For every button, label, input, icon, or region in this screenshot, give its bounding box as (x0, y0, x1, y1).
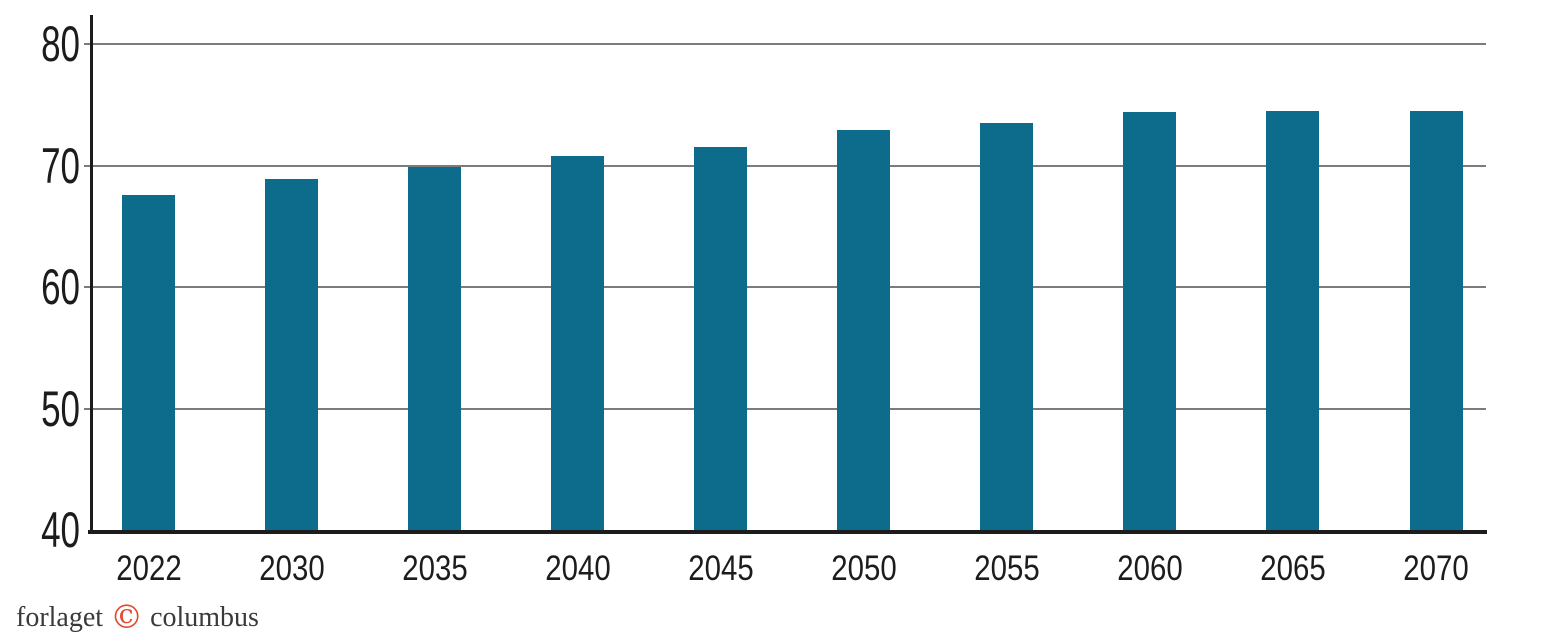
gridline-60 (84, 286, 1486, 288)
bar-2050 (837, 130, 891, 530)
x-tick-label-2030: 2030 (258, 549, 325, 588)
y-tick-label-60: 60 (41, 259, 80, 315)
x-tick-label-2035: 2035 (401, 549, 468, 588)
bar-2040 (551, 155, 605, 530)
publisher-credit-prefix: forlaget (16, 601, 104, 633)
x-tick-label-2022: 2022 (115, 549, 182, 588)
x-tick-label-2055: 2055 (974, 549, 1040, 588)
y-tick-label-50: 50 (41, 380, 80, 437)
publisher-credit-suffix: columbus (150, 601, 259, 633)
x-tick-label-2065: 2065 (1260, 549, 1326, 588)
gridline-70 (84, 164, 1486, 167)
bar-2065 (1266, 110, 1320, 530)
y-tick-label-40: 40 (41, 502, 80, 558)
x-tick-label-2060: 2060 (1117, 549, 1183, 588)
bar-2055 (980, 122, 1034, 530)
bar-2022 (122, 194, 175, 530)
copyright-icon: © (110, 597, 144, 636)
bar-2035 (408, 166, 462, 530)
y-tick-label-70: 70 (41, 137, 80, 194)
bar-2070 (1409, 110, 1463, 530)
x-tick-label-2050: 2050 (831, 549, 897, 588)
y-axis-line (90, 15, 93, 534)
bar-2060 (1123, 112, 1177, 530)
x-tick-label-2070: 2070 (1403, 549, 1469, 588)
x-tick-label-2045: 2045 (688, 549, 754, 588)
gridline-50 (84, 407, 1486, 410)
bar-2030 (265, 178, 319, 530)
gridline-80 (84, 43, 1486, 45)
y-tick-label-80: 80 (41, 16, 80, 72)
x-axis-line (88, 530, 1487, 534)
x-tick-label-2040: 2040 (544, 549, 611, 588)
publisher-credit: forlaget © columbus (16, 597, 259, 636)
bar-2045 (694, 147, 748, 530)
